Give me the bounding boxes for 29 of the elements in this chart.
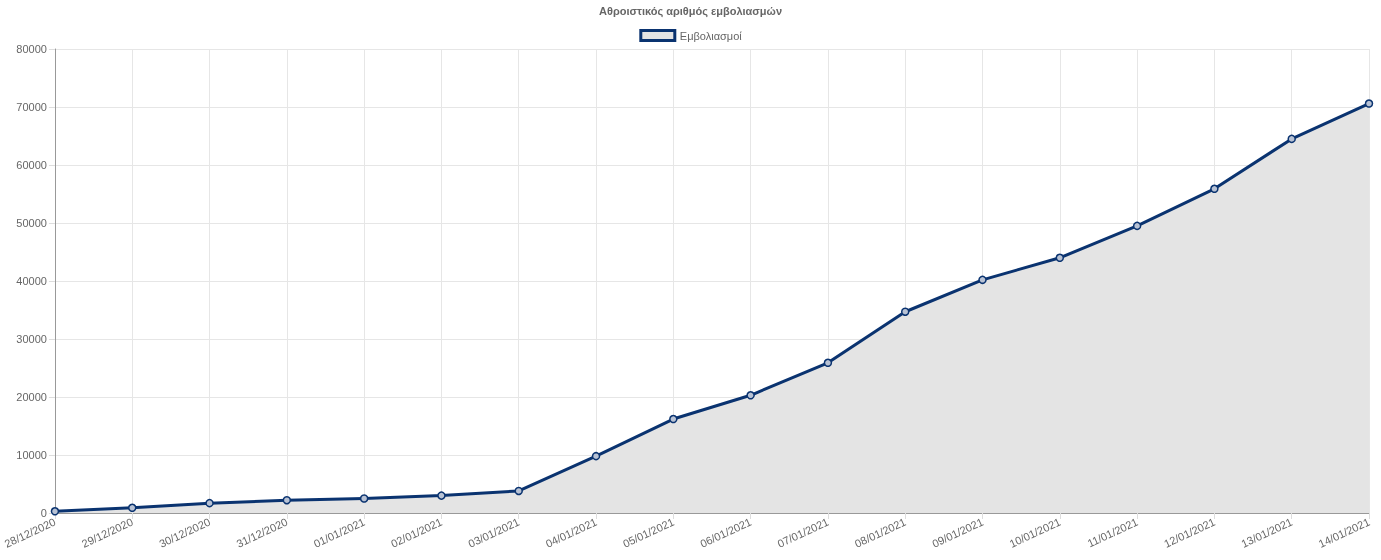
point xyxy=(1364,99,1374,108)
y-tick-label: 70000 xyxy=(16,101,47,113)
point xyxy=(437,491,446,500)
y-tick-label: 40000 xyxy=(16,275,47,287)
point xyxy=(746,391,755,400)
point xyxy=(669,414,678,424)
point xyxy=(1210,184,1219,194)
legend-label: Εμβολιασμοί xyxy=(679,29,743,42)
point xyxy=(978,275,987,285)
point xyxy=(1132,221,1142,231)
point xyxy=(1055,253,1065,263)
y-tick-label: 20000 xyxy=(16,391,47,403)
chart-title: Αθροιστικός αριθμός εμβολιασμών xyxy=(598,4,783,18)
point xyxy=(205,498,214,508)
point xyxy=(359,494,369,503)
point xyxy=(50,507,60,516)
point xyxy=(900,307,910,316)
point xyxy=(591,451,601,461)
y-tick-label: 50000 xyxy=(16,217,47,229)
y-tick-label: 0 xyxy=(40,507,47,519)
point xyxy=(823,358,833,368)
point xyxy=(127,503,137,513)
point xyxy=(1287,134,1296,144)
y-tick-label: 80000 xyxy=(16,43,47,55)
y-tick-label: 30000 xyxy=(16,333,47,345)
point xyxy=(514,486,523,496)
point xyxy=(282,495,292,505)
y-tick-label: 60000 xyxy=(16,159,47,171)
y-tick-label: 10000 xyxy=(16,449,47,461)
